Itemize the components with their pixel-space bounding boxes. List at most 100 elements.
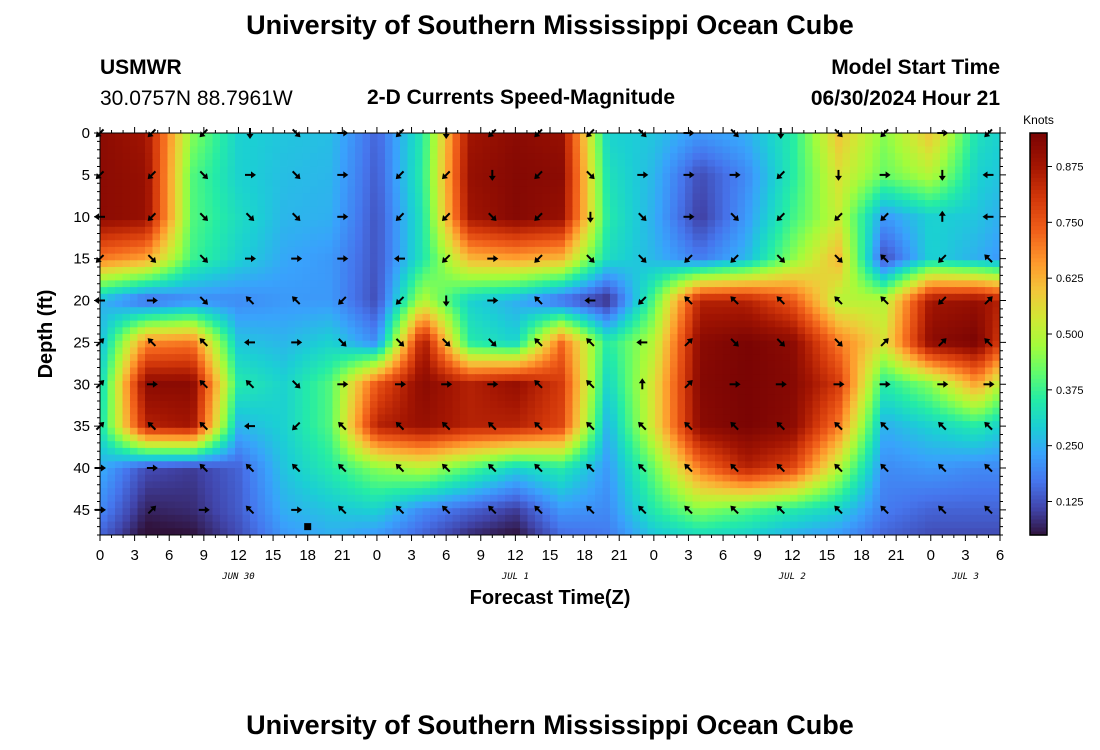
heat-cell (572, 233, 581, 241)
heat-cell (572, 200, 581, 208)
heat-cell (407, 200, 416, 208)
heat-cell (700, 220, 709, 228)
heat-cell (715, 260, 724, 268)
heat-cell (587, 226, 596, 235)
heat-cell (550, 334, 559, 342)
heat-cell (812, 139, 821, 147)
heat-cell (880, 313, 889, 322)
heat-cell (295, 280, 304, 288)
heat-cell (332, 374, 341, 382)
heat-cell (992, 340, 1000, 348)
heat-cell (415, 166, 424, 174)
heat-cell (617, 313, 626, 322)
heat-cell (557, 360, 566, 369)
heat-cell (385, 206, 394, 214)
heat-cell (977, 354, 986, 362)
heat-cell (700, 233, 709, 241)
heat-cell (692, 327, 701, 335)
heat-cell (767, 287, 776, 295)
heat-cell (985, 260, 994, 268)
heat-cell (355, 139, 364, 147)
heat-cell (160, 153, 169, 161)
heat-cell (625, 354, 634, 362)
heat-cell (677, 193, 686, 201)
heat-cell (812, 260, 821, 268)
heat-cell (992, 260, 1000, 268)
heat-cell (595, 233, 604, 241)
heat-cell (182, 246, 191, 255)
heat-cell (587, 193, 596, 201)
heat-cell (527, 280, 536, 288)
heat-cell (812, 360, 821, 369)
heat-cell (745, 220, 754, 228)
heat-cell (722, 334, 731, 342)
heat-cell (370, 334, 379, 342)
heat-cell (130, 320, 139, 328)
heat-cell (422, 240, 431, 248)
heat-cell (917, 146, 926, 154)
heat-cell (632, 146, 641, 154)
heat-cell (947, 293, 956, 302)
heat-cell (820, 159, 829, 168)
heat-cell (632, 206, 641, 214)
heat-cell (115, 280, 124, 288)
heat-cell (655, 360, 664, 369)
heat-cell (625, 226, 634, 235)
heat-cell (887, 260, 896, 268)
heat-cell (782, 200, 791, 208)
heat-cell (895, 206, 904, 214)
heat-cell (377, 246, 386, 255)
heat-cell (415, 293, 424, 302)
heat-cell (535, 220, 544, 228)
heat-cell (220, 139, 229, 147)
heat-cell (100, 360, 109, 369)
heat-cell (535, 360, 544, 369)
heat-cell (797, 334, 806, 342)
heat-cell (542, 327, 551, 335)
heat-cell (715, 200, 724, 208)
heat-cell (362, 159, 371, 168)
heat-cell (647, 193, 656, 201)
heat-cell (497, 267, 506, 275)
heat-cell (512, 226, 521, 235)
heat-cell (977, 380, 986, 389)
heat-cell (175, 146, 184, 154)
heat-cell (565, 287, 574, 295)
heat-cell (505, 287, 514, 295)
heat-cell (962, 394, 971, 402)
heat-cell (947, 367, 956, 375)
heat-cell (250, 287, 259, 295)
heat-cell (880, 193, 889, 201)
heat-cell (880, 179, 889, 188)
heat-cell (895, 300, 904, 308)
heat-cell (392, 334, 401, 342)
heat-cell (887, 206, 896, 214)
heat-cell (100, 173, 109, 181)
heat-cell (715, 334, 724, 342)
heat-cell (782, 327, 791, 335)
heat-cell (797, 280, 806, 288)
heat-cell (205, 367, 214, 375)
heat-cell (587, 166, 596, 174)
heat-cell (422, 394, 431, 402)
heat-cell (932, 313, 941, 322)
heat-cell (865, 267, 874, 275)
heat-cell (752, 300, 761, 308)
heat-cell (100, 206, 109, 214)
heat-cell (910, 354, 919, 362)
heat-cell (782, 340, 791, 348)
heat-cell (392, 387, 401, 395)
heat-cell (445, 240, 454, 248)
heat-cell (910, 387, 919, 395)
heat-cell (325, 334, 334, 342)
heat-cell (167, 367, 176, 375)
heat-cell (550, 280, 559, 288)
heat-cell (355, 146, 364, 154)
heat-cell (917, 133, 926, 141)
heat-cell (542, 407, 551, 415)
heat-cell (895, 387, 904, 395)
heat-cell (887, 193, 896, 201)
heat-cell (107, 253, 116, 261)
heat-cell (835, 139, 844, 147)
station-id: USMWR (100, 56, 182, 79)
